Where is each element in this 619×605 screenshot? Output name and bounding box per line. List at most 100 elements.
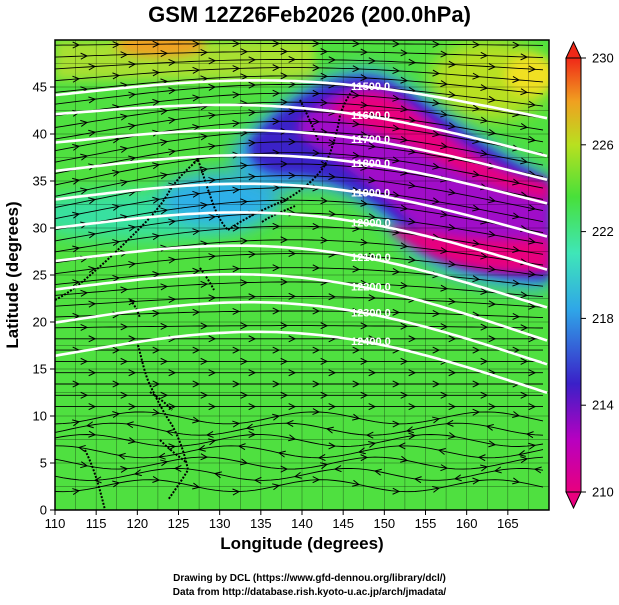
wind-arrow	[528, 442, 537, 450]
wind-arrow	[85, 421, 94, 429]
wind-arrow	[528, 335, 537, 343]
wind-arrow	[272, 307, 281, 315]
wind-arrow	[320, 236, 329, 244]
wind-arrow	[512, 246, 521, 253]
wind-arrow	[408, 116, 417, 124]
wind-arrow	[112, 274, 121, 282]
wind-arrow	[320, 99, 329, 107]
wind-arrow	[525, 431, 534, 439]
wind-arrow	[448, 260, 457, 268]
wind-arrow	[248, 56, 257, 64]
wind-arrow	[232, 119, 241, 127]
wind-arrow	[112, 169, 121, 177]
contour-line	[55, 244, 548, 309]
wind-arrow	[365, 431, 374, 439]
wind-arrow	[232, 488, 241, 496]
wind-arrow	[112, 480, 121, 488]
wind-arrow	[448, 188, 457, 196]
wind-arrow	[360, 238, 369, 246]
wind-arrow	[328, 173, 337, 181]
wind-arrow	[528, 302, 537, 310]
wind-arrow	[80, 461, 89, 469]
wind-arrow	[325, 426, 334, 434]
wind-arrow	[112, 380, 121, 388]
wind-arrow	[472, 275, 481, 283]
wind-arrow	[197, 444, 206, 452]
wind-arrow	[128, 61, 137, 69]
streamline	[55, 267, 544, 287]
y-tick-label: 30	[33, 221, 47, 236]
wind-arrow	[328, 403, 337, 411]
wind-arrow	[448, 122, 457, 130]
wind-arrow	[248, 109, 257, 117]
wind-arrow	[320, 462, 329, 470]
wind-arrow	[312, 408, 321, 416]
wind-arrow	[432, 197, 441, 205]
wind-arrow	[208, 335, 217, 343]
wind-arrow	[208, 83, 217, 91]
wind-arrow	[432, 162, 441, 170]
wind-arrow	[512, 212, 521, 220]
wind-arrow	[512, 411, 521, 418]
wind-arrow	[312, 89, 321, 97]
wind-arrow	[440, 284, 449, 292]
wind-arrow	[248, 139, 257, 147]
height-contours: 11500.0 11600.0 11700.0 11800.0 11900.0 12000…	[55, 79, 548, 394]
streamline	[55, 67, 544, 83]
wind-arrow	[445, 419, 454, 427]
wind-arrow	[208, 294, 217, 302]
wind-arrow	[152, 408, 161, 416]
wind-arrow	[512, 312, 521, 320]
wind-arrow	[88, 197, 97, 205]
wind-arrow	[192, 308, 201, 316]
wind-arrow	[352, 151, 361, 159]
streamline	[55, 310, 544, 319]
wind-arrow	[112, 41, 121, 49]
wind-arrow	[368, 294, 377, 302]
x-tick-label: 120	[126, 516, 148, 531]
wind-arrow	[512, 178, 521, 186]
wind-arrow	[368, 335, 377, 343]
wind-arrow	[488, 95, 497, 103]
wind-arrow	[208, 176, 217, 184]
wind-arrow	[328, 369, 337, 377]
wind-arrow	[128, 122, 137, 130]
wind-arrow	[160, 107, 169, 115]
wind-arrow	[168, 369, 177, 377]
wind-arrow	[368, 403, 377, 411]
wind-arrow	[400, 204, 409, 212]
wind-arrow	[400, 391, 409, 399]
wind-arrow	[312, 476, 321, 484]
wind-arrow	[120, 286, 129, 294]
wind-arrow	[280, 98, 289, 106]
streamline	[55, 253, 544, 277]
wind-arrow	[200, 391, 209, 399]
contour-line	[55, 300, 548, 366]
wind-arrow	[432, 310, 441, 318]
streamline	[55, 152, 544, 189]
wind-arrow	[392, 380, 401, 388]
wind-arrow	[368, 176, 377, 184]
wind-arrow	[517, 450, 526, 457]
x-tick-label: 150	[373, 516, 395, 531]
wind-arrow	[280, 72, 289, 80]
wind-arrow	[368, 213, 377, 221]
y-tick-label: 35	[33, 174, 47, 189]
contour-label: 11500.0	[351, 81, 390, 93]
wind-arrow	[312, 64, 321, 72]
wind-arrow	[320, 391, 329, 399]
y-tick-label: 40	[33, 127, 47, 142]
wind-arrow	[128, 298, 137, 306]
wind-arrow	[488, 128, 497, 136]
wind-arrow	[360, 391, 369, 399]
wind-arrow	[88, 63, 97, 71]
wind-arrow	[533, 466, 542, 474]
contour-line	[55, 272, 548, 342]
x-tick-label: 160	[456, 516, 478, 531]
wind-arrow	[400, 105, 409, 113]
wind-arrow	[272, 40, 281, 48]
wind-arrow	[160, 207, 169, 215]
wind-arrow	[480, 464, 489, 472]
wind-arrow	[72, 279, 81, 287]
wind-arrow	[528, 403, 537, 411]
